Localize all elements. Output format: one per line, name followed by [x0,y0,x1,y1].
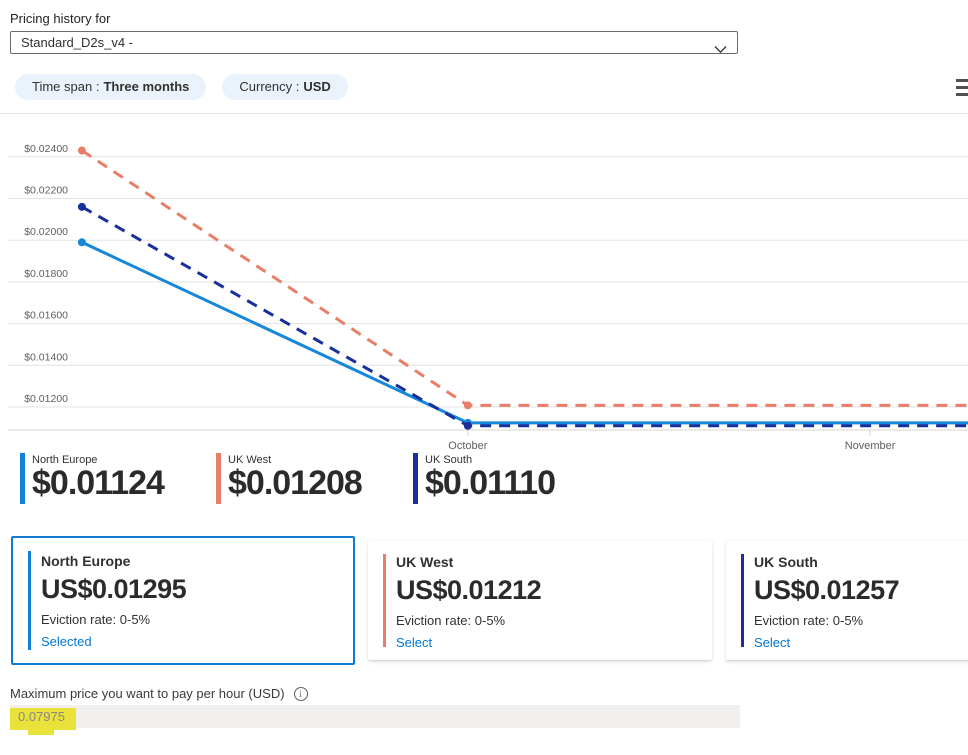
time-span-label: Time span : [32,79,100,94]
card-price: US$0.01295 [41,574,187,604]
currency-pill[interactable]: Currency : USD [222,74,348,100]
card-price: US$0.01257 [754,575,900,605]
x-axis-label: October [448,440,487,452]
y-axis-label: $0.01400 [24,351,68,363]
time-span-value: Three months [103,79,190,94]
series-marker [463,421,472,430]
legend-color-bar [413,453,418,504]
card-accent-bar [383,554,386,647]
max-price-label: Maximum price you want to pay per hour (… [10,686,285,701]
series-marker [77,146,86,155]
card-eviction-rate: Eviction rate: 0-5% [41,612,151,627]
time-span-pill[interactable]: Time span : Three months [15,74,207,100]
legend-price: $0.01110 [425,464,556,502]
highlight-marker [28,730,54,735]
currency-value: USD [303,79,331,94]
series-line-north-europe [81,240,968,425]
currency-label: Currency : [239,79,300,94]
legend-item: UK West $0.01208 [216,453,363,504]
region-card-uk-south[interactable]: UK South US$0.01257 Eviction rate: 0-5% … [726,541,968,660]
legend-color-bar [216,453,221,504]
max-price-input-container [10,705,740,735]
card-region-name: North Europe [41,553,131,569]
x-axis-label: November [845,440,896,452]
y-axis-label: $0.02400 [24,143,68,155]
y-axis-label: $0.01200 [24,393,68,405]
card-price: US$0.01212 [396,575,542,605]
series-marker [463,401,472,410]
legend-item: North Europe $0.01124 [20,453,165,504]
card-accent-bar [741,554,744,647]
card-region-name: UK South [754,554,818,570]
legend-color-bar [20,453,25,504]
y-axis-label: $0.02200 [24,185,68,197]
vm-size-dropdown[interactable]: Standard_D2s_v4 - [10,31,738,54]
divider [0,113,968,114]
legend-region-name: UK South [425,454,473,466]
select-link[interactable]: Select [754,635,791,650]
y-axis-label: $0.01800 [24,268,68,280]
pricing-history-label: Pricing history for [10,11,111,26]
region-card-north-europe[interactable]: North Europe US$0.01295 Eviction rate: 0… [11,536,355,665]
legend-region-name: UK West [228,454,272,466]
card-accent-bar [28,551,31,650]
legend-item: UK South $0.01110 [413,453,556,504]
vm-size-selected-value: Standard_D2s_v4 - [21,35,134,50]
info-circle-icon[interactable]: i [293,686,308,701]
y-axis-label: $0.02000 [24,226,68,238]
select-link[interactable]: Select [396,635,433,650]
series-marker [77,238,86,247]
series-marker [77,202,86,211]
card-region-name: UK West [396,554,454,570]
card-eviction-rate: Eviction rate: 0-5% [754,613,864,628]
legend-region-name: North Europe [32,454,98,466]
legend-price: $0.01124 [32,464,165,502]
series-line-uk-west [81,149,968,407]
region-card-uk-west[interactable]: UK West US$0.01212 Eviction rate: 0-5% S… [368,541,712,660]
filter-pills: Time span : Three months Currency : USD [15,74,348,100]
max-price-input[interactable] [10,705,740,728]
y-axis-label: $0.01600 [24,310,68,322]
selected-link[interactable]: Selected [41,634,92,649]
card-eviction-rate: Eviction rate: 0-5% [396,613,506,628]
pricing-history-chart: $0.02400 $0.02200 $0.02000 $0.01800 $0.01600… [8,143,968,452]
hamburger-menu-icon[interactable] [956,79,968,100]
legend-price: $0.01208 [228,464,363,502]
chevron-down-icon [714,39,727,60]
